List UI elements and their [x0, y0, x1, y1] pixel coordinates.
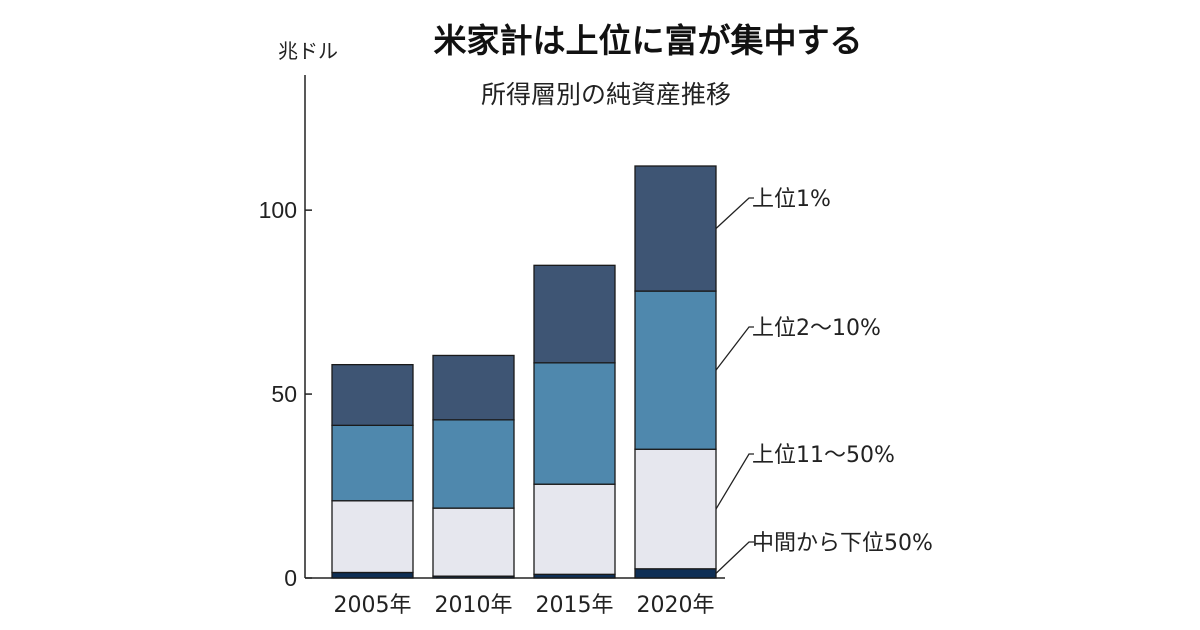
legend-label: 中間から下位50% [752, 531, 933, 556]
bar-segment [533, 264, 616, 364]
x-category-label: 2015年 [536, 593, 614, 618]
legend-leader-line [715, 541, 754, 574]
legend-label: 上位11〜50% [752, 443, 895, 468]
bar-segment [634, 290, 717, 450]
x-category-label: 2010年 [435, 593, 513, 618]
bar-segment [331, 500, 414, 574]
bar-segment [634, 568, 717, 579]
bars [331, 165, 717, 579]
x-category-label: 2020年 [637, 593, 715, 618]
legend-label: 上位2〜10% [752, 316, 881, 341]
bar-segment [331, 424, 414, 502]
y-tick-label: 50 [271, 381, 297, 407]
bar-segment [634, 448, 717, 570]
bar-segment [331, 363, 414, 426]
legend-label: 上位1% [752, 187, 831, 212]
y-axis-ticks: 0 50 100 [259, 197, 312, 591]
bar-segment [432, 354, 515, 421]
legend-leader-line [715, 453, 754, 510]
bar-segment [432, 507, 515, 577]
legend-leader-line [715, 326, 754, 371]
bar-segment [634, 165, 717, 292]
chart-title: 米家計は上位に富が集中する [434, 21, 863, 60]
legend-leader-line [715, 197, 754, 230]
x-category-label: 2005年 [334, 593, 412, 618]
x-axis-categories: 2005年 2010年 2015年 2020年 [334, 593, 715, 618]
bar-segment [533, 362, 616, 485]
chart-subtitle: 所得層別の純資産推移 [481, 80, 731, 109]
legend: 中間から下位50% 上位11〜50% 上位2〜10% 上位1% [715, 187, 933, 574]
y-tick-label: 100 [259, 197, 297, 223]
y-axis-unit: 兆ドル [278, 39, 338, 63]
bar-segment [533, 483, 616, 575]
bar-segment [331, 571, 414, 579]
y-tick-label: 0 [284, 565, 297, 591]
bar-segment [432, 419, 515, 509]
